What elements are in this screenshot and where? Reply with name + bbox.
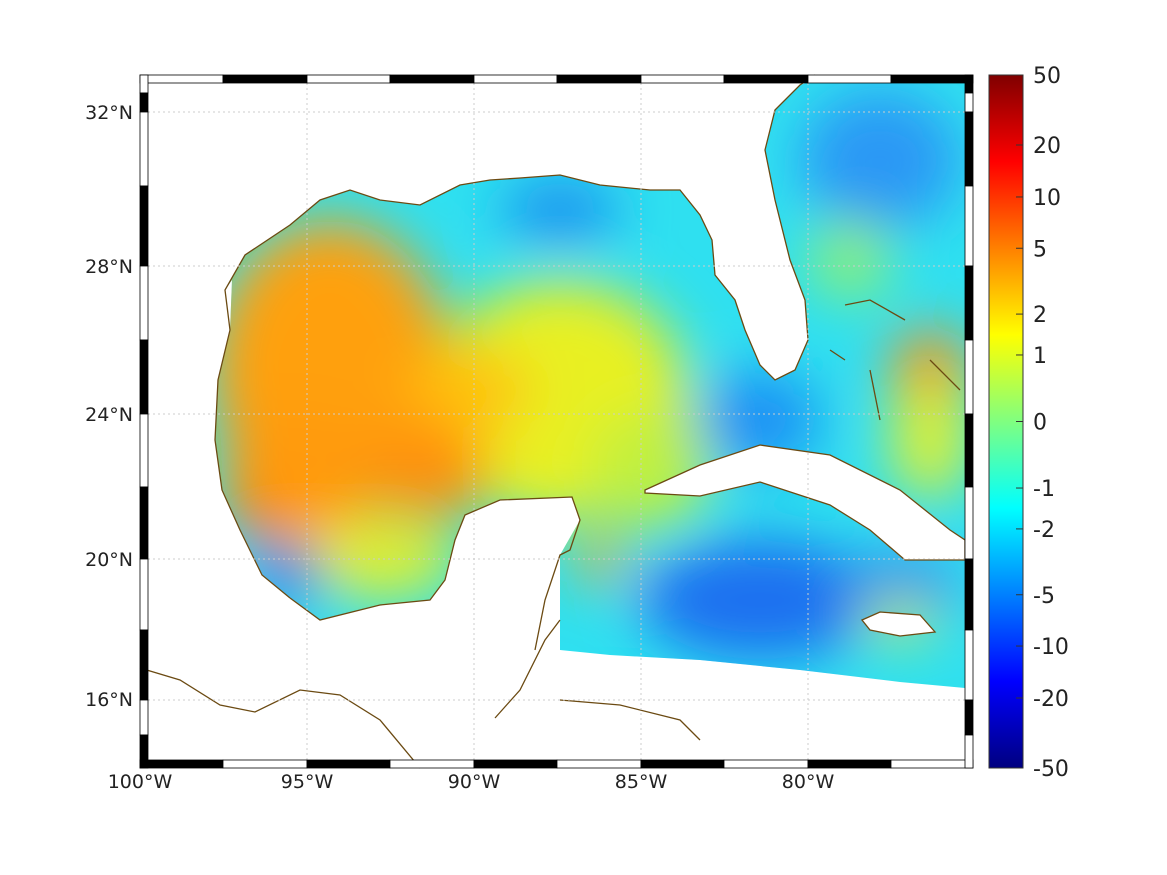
colorbar-label: -50 — [1033, 757, 1069, 782]
gulf-coast — [214, 74, 816, 599]
colorbar-label: 10 — [1033, 186, 1061, 211]
colorbar-label: -20 — [1033, 687, 1069, 712]
jamaica-island — [860, 611, 937, 637]
yucatan-coast — [289, 496, 581, 651]
lon-label: 80°W — [782, 771, 835, 793]
colorbar-label: -1 — [1033, 477, 1055, 502]
latitude-labels: 32°N 28°N 24°N 20°N 16°N — [85, 102, 133, 711]
lon-label: 90°W — [448, 771, 501, 793]
lat-label: 20°N — [85, 549, 133, 571]
bahamas-islands — [829, 299, 961, 421]
lat-label: 32°N — [85, 102, 133, 124]
central-america-coast — [139, 619, 701, 769]
coastline — [139, 74, 966, 769]
colorbar-label: 5 — [1033, 237, 1047, 262]
lat-label: 16°N — [85, 689, 133, 711]
colorbar-label: -2 — [1033, 518, 1055, 543]
longitude-labels: 100°W 95°W 90°W 85°W 80°W — [108, 771, 835, 793]
anomaly-field — [215, 80, 965, 688]
colorbar-label: 0 — [1033, 411, 1047, 436]
lon-label: 100°W — [108, 771, 173, 793]
lat-label: 28°N — [85, 256, 133, 278]
lon-label: 95°W — [281, 771, 334, 793]
graticule — [148, 83, 965, 760]
colorbar-label: 20 — [1033, 134, 1061, 159]
map-frame — [139, 74, 974, 769]
lat-label: 24°N — [85, 404, 133, 426]
colorbar-label: -10 — [1033, 635, 1069, 660]
colorbar-label: 2 — [1033, 303, 1047, 328]
colorbar-label: 1 — [1033, 344, 1047, 369]
colorbar-label: 50 — [1033, 64, 1061, 89]
colorbar-label: -5 — [1033, 584, 1055, 609]
lon-label: 85°W — [615, 771, 668, 793]
